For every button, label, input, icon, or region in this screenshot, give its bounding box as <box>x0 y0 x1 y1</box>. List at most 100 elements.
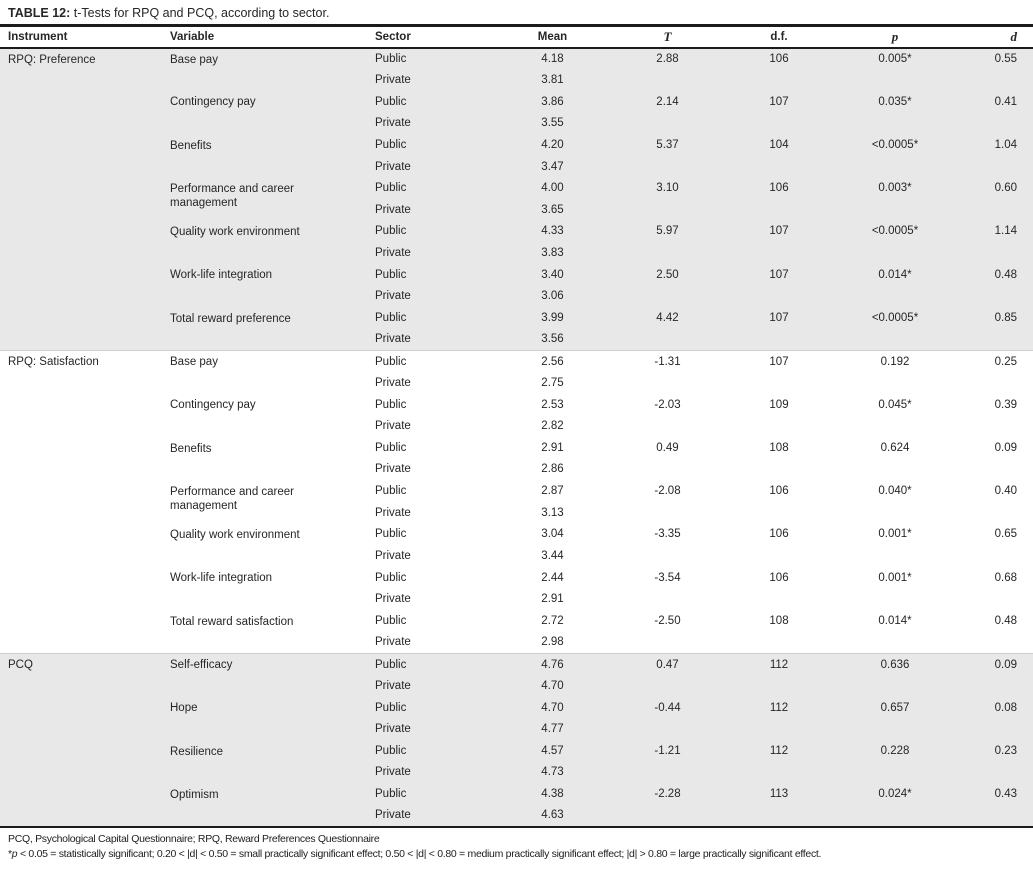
t-stat-cell: -3.54 <box>654 571 681 584</box>
df-cell: 108 <box>769 614 789 627</box>
table-row: Performance and career management Public 2… <box>0 481 1033 512</box>
p-value-cell: 0.001* <box>878 571 912 584</box>
variable-label: Performance and career management <box>170 485 295 512</box>
table-row: Private 3.44 <box>0 546 1033 568</box>
column-header-t: T <box>615 27 720 49</box>
table-row: Optimism Public 4.38 -2.28 113 0.024* 0.43 <box>0 783 1033 828</box>
instrument-cell: RPQ: Satisfaction <box>0 350 162 654</box>
variable-cell: Quality work environment <box>162 221 367 265</box>
t-stat-cell <box>615 589 720 611</box>
df-cell: 107 <box>720 307 838 330</box>
sector-cell: Private <box>367 718 490 741</box>
effect-size-cell <box>952 373 1033 395</box>
effect-size-cell: 0.68 <box>994 571 1017 584</box>
variable-label: Contingency pay <box>170 399 256 412</box>
effect-size-cell <box>952 416 1033 438</box>
df-cell: 106 <box>720 177 838 200</box>
p-value-cell: 0.192 <box>838 350 952 373</box>
variable-label: Benefits <box>170 442 212 455</box>
variable-label: Contingency pay <box>170 96 256 109</box>
table-caption: t-Tests for RPQ and PCQ, according to se… <box>70 6 330 20</box>
p-value-cell: 0.045* <box>878 398 912 411</box>
variable-cell: Benefits <box>162 438 367 481</box>
sector-cell: Public <box>367 264 490 287</box>
p-value-cell <box>838 589 952 611</box>
t-stat-cell: 2.14 <box>615 91 720 113</box>
variable-label: Total reward preference <box>170 312 291 325</box>
variable-label: Total reward satisfaction <box>170 615 294 628</box>
footnote-abbreviations: PCQ, Psychological Capital Questionnaire… <box>8 833 380 846</box>
mean-cell: 4.33 <box>490 221 615 243</box>
sector-cell: Private <box>367 762 490 784</box>
effect-size-cell: 1.04 <box>952 134 1033 157</box>
sector-cell: Public <box>367 177 490 200</box>
table-row: Private 2.86 <box>0 459 1033 481</box>
df-cell <box>720 199 838 222</box>
table-row: Private 4.73 <box>0 762 1033 784</box>
mean-cell: 2.87 <box>541 485 564 498</box>
df-cell: 108 <box>769 441 789 454</box>
sector-cell: Private <box>375 593 411 606</box>
p-value-cell <box>838 199 952 222</box>
df-cell <box>720 69 838 92</box>
t-stat-cell: -2.03 <box>654 398 681 411</box>
df-cell <box>720 416 838 438</box>
effect-size-cell <box>952 546 1033 568</box>
sector-cell: Private <box>375 636 411 649</box>
mean-cell: 2.86 <box>541 463 564 476</box>
variable-label: Resilience <box>170 745 224 758</box>
column-header-instrument: Instrument <box>0 27 162 49</box>
table-row: Quality work environment Public 3.04 -3.35 1… <box>0 524 1033 546</box>
effect-size-cell <box>952 589 1033 611</box>
sector-cell: Private <box>367 805 490 828</box>
effect-size-cell <box>952 329 1033 351</box>
mean-cell: 4.38 <box>490 783 615 806</box>
df-cell: 109 <box>769 398 789 411</box>
effect-size-cell: 0.23 <box>952 740 1033 763</box>
effect-size-cell <box>952 112 1033 135</box>
t-stat-cell: 2.88 <box>615 48 720 70</box>
variable-label: Optimism <box>170 788 219 801</box>
table-row: Private 3.65 <box>0 199 1033 222</box>
df-cell <box>720 156 838 178</box>
df-cell: 112 <box>720 697 838 719</box>
t-stat-cell <box>615 156 720 178</box>
table-row: Private 3.06 <box>0 286 1033 308</box>
variable-label: Work-life integration <box>170 269 273 282</box>
t-stat-cell <box>615 718 720 741</box>
effect-size-cell <box>952 675 1033 698</box>
mean-cell: 3.99 <box>490 307 615 330</box>
table-row: Private 3.81 <box>0 69 1033 92</box>
p-value-cell <box>838 718 952 741</box>
table-row: Quality work environment Public 4.33 5.97 10… <box>0 221 1033 265</box>
table-row: Private 4.63 <box>0 805 1033 828</box>
variable-cell: Hope <box>162 697 367 741</box>
table-row: Private 2.98 <box>0 632 1033 654</box>
table-row: RPQ: Preference Base pay Public 4.18 2.88 106… <box>0 48 1033 351</box>
mean-cell: 3.06 <box>490 286 615 308</box>
df-cell <box>720 502 838 524</box>
table-row: Benefits Public 2.91 0.49 108 0.624 0.09 <box>0 438 1033 460</box>
df-cell <box>720 459 838 481</box>
sector-cell: Public <box>367 783 490 806</box>
sector-cell: Private <box>367 156 490 178</box>
t-stat-cell <box>615 459 720 481</box>
t-stat-cell: 5.37 <box>615 134 720 157</box>
t-stat-cell: 4.42 <box>615 307 720 330</box>
table-row: Total reward preference Public 3.99 4.42 107… <box>0 307 1033 351</box>
mean-cell: 3.40 <box>490 264 615 287</box>
column-header-mean: Mean <box>490 27 615 49</box>
t-stat-cell: -2.08 <box>654 485 681 498</box>
mean-cell: 2.53 <box>541 398 564 411</box>
p-value-cell <box>838 675 952 698</box>
table-row: Private 3.47 <box>0 156 1033 178</box>
p-value-cell: 0.636 <box>838 653 952 676</box>
footnote-star: * <box>8 847 12 860</box>
column-header-p: p <box>838 27 952 49</box>
p-value-cell: <0.0005* <box>838 134 952 157</box>
df-cell <box>720 718 838 741</box>
p-value-cell <box>838 762 952 784</box>
table-row: Resilience Public 4.57 -1.21 112 0.228 0.23 <box>0 740 1033 784</box>
t-stat-cell <box>615 373 720 395</box>
